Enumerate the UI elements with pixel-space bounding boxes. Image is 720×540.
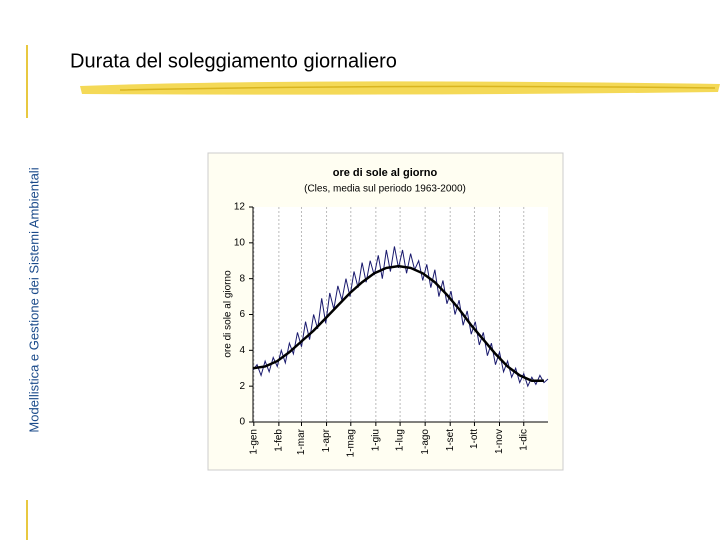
slide-title: Durata del soleggiamento giornaliero — [70, 50, 397, 72]
x-tick-label: 1-mag — [345, 429, 356, 457]
y-tick-label: 12 — [234, 202, 246, 213]
x-tick-label: 1-mar — [296, 428, 307, 455]
y-axis-label: ore di sole al giorno — [223, 270, 234, 358]
chart-title: ore di sole al giorno — [333, 167, 438, 179]
side-label: Modellistica e Gestione dei Sistemi Ambi… — [26, 167, 41, 432]
x-tick-label: 1-giu — [370, 429, 381, 451]
x-tick-label: 1-gen — [248, 429, 259, 455]
plot-area — [253, 207, 548, 422]
x-tick-label: 1-ago — [420, 429, 431, 455]
data-line — [252, 264, 544, 383]
chart-subtitle: (Cles, media sul periodo 1963-2000) — [304, 184, 466, 195]
x-tick-label: 1-lug — [395, 429, 406, 451]
plot: 0 2 4 6 8 10 12 1-gen 1-feb 1-mar 1-apr 1-mag 1-giu 1… — [234, 202, 549, 457]
x-tick-label: 1-dic — [518, 429, 529, 451]
brush-stroke — [80, 81, 720, 95]
x-tick-label: 1-apr — [321, 428, 332, 452]
x-tick-label: 1-feb — [274, 429, 285, 452]
data-line — [252, 246, 549, 388]
brush-stroke — [119, 85, 716, 91]
y-tick-label: 8 — [239, 273, 245, 284]
y-tick-label: 10 — [234, 237, 246, 248]
y-tick-label: 2 — [239, 381, 245, 392]
y-tick-label: 4 — [239, 345, 245, 356]
x-tick-label: 1-nov — [494, 429, 505, 454]
x-tick-label: 1-ott — [469, 429, 480, 449]
x-tick-label: 1-set — [445, 429, 456, 451]
y-tick-label: 0 — [239, 417, 245, 428]
y-tick-label: 6 — [239, 309, 245, 320]
